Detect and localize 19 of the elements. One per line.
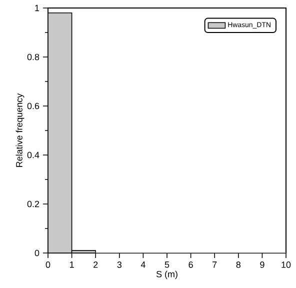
y-tick-label: 1 (35, 4, 40, 12)
x-tick-label: 0 (46, 262, 50, 268)
y-tick-label: 0 (34, 250, 40, 256)
x-tick-label: 9 (260, 262, 264, 268)
y-axis-title: Relative frequency (16, 93, 24, 167)
x-tick-label: 8 (236, 262, 240, 268)
x-tick-label: 6 (188, 262, 193, 268)
y-tick-label: 0.2 (27, 200, 40, 208)
x-tick-label: 2 (94, 262, 98, 268)
x-tick-label: 3 (117, 262, 122, 268)
x-tick-label: 10 (282, 262, 291, 268)
y-tick-label: 0.8 (27, 54, 40, 60)
x-tick-label: 1 (70, 262, 74, 268)
x-axis-title: S (m) (156, 270, 178, 280)
x-tick-label: 7 (212, 262, 217, 268)
x-tick-label: 5 (164, 262, 170, 268)
x-tick-label: 4 (140, 262, 146, 268)
y-tick-label: 0.4 (27, 152, 40, 158)
y-tick-label: 0.6 (27, 102, 40, 110)
